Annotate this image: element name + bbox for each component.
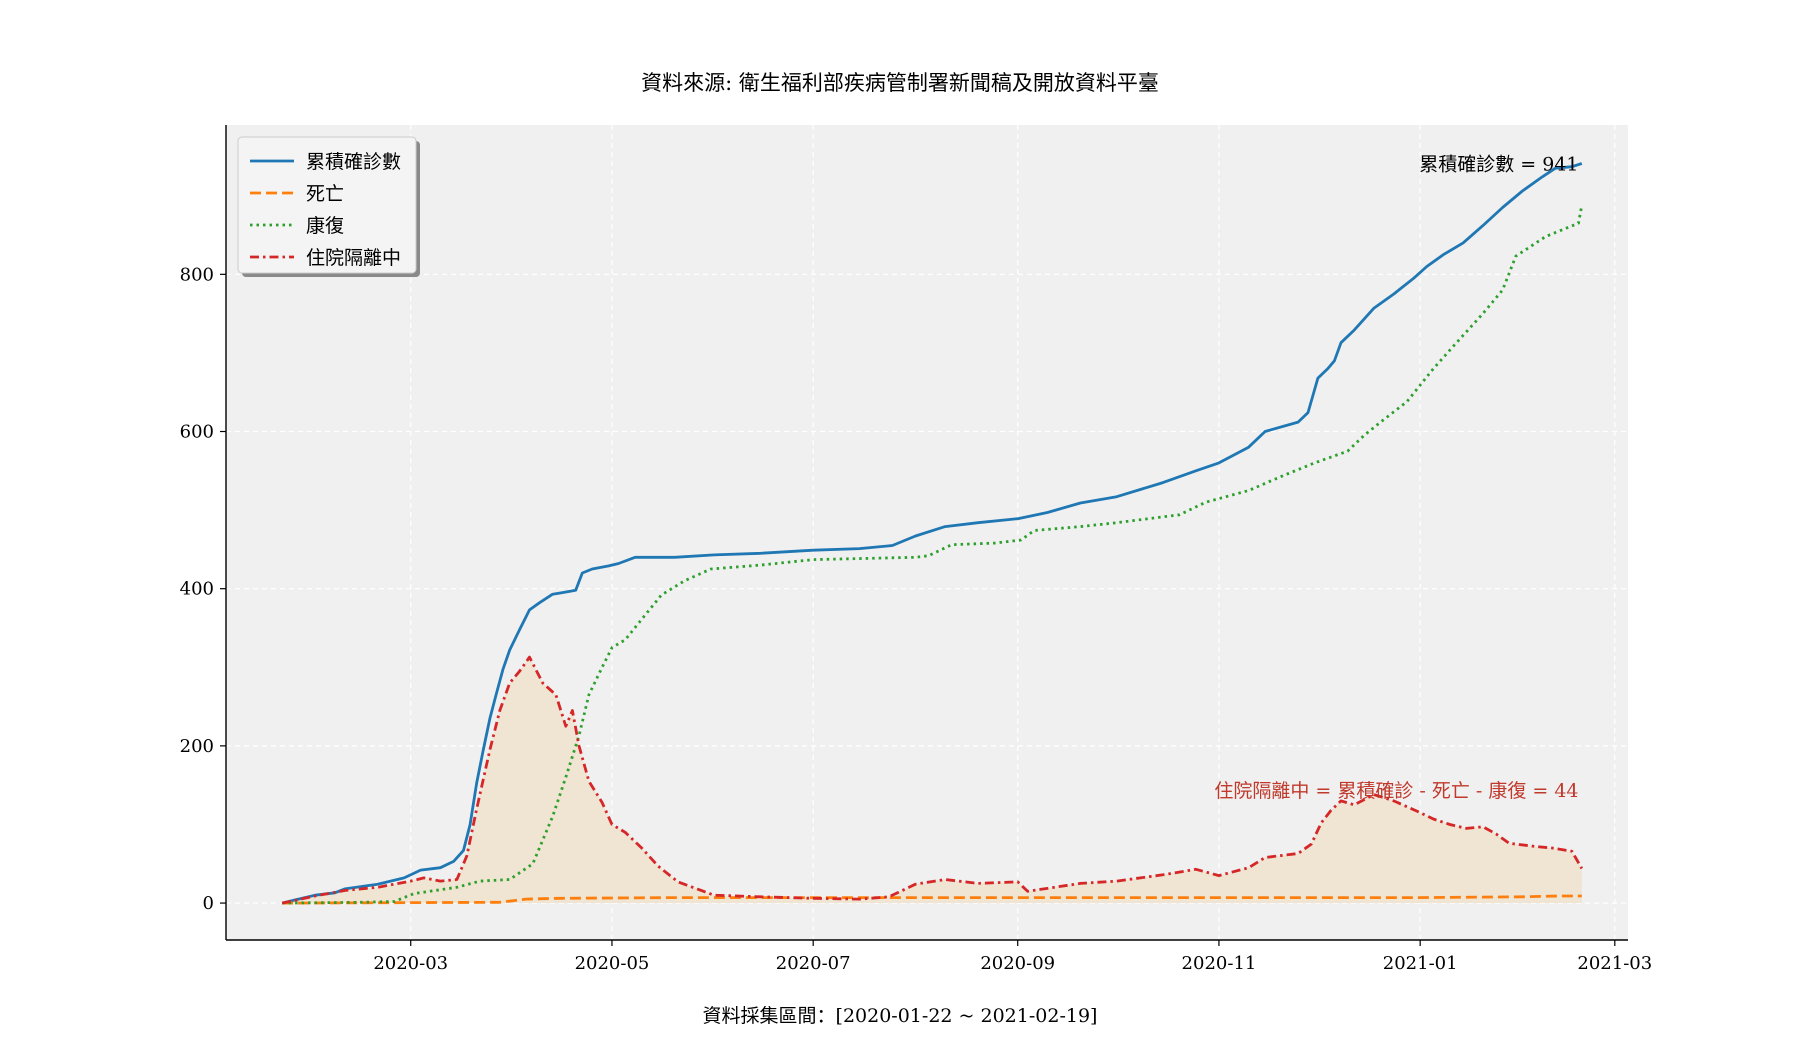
y-tick-label: 600 <box>180 422 214 443</box>
x-tick-label: 2020-05 <box>575 953 650 974</box>
cumulative-annotation: 累積確診數 = 941 <box>1419 154 1578 176</box>
deaths-line <box>282 894 1582 905</box>
legend-item-hospitalized-label: 住院隔離中 <box>306 247 401 269</box>
x-tick-label: 2021-03 <box>1577 953 1652 974</box>
y-tick-label: 400 <box>180 579 214 600</box>
recovered-line <box>282 204 1584 905</box>
x-tick-label: 2020-07 <box>776 953 851 974</box>
legend-item-deaths-label: 死亡 <box>306 183 344 205</box>
chart-title: 資料來源: 衛生福利部疾病管制署新聞稿及開放資料平臺 <box>641 71 1159 95</box>
x-axis-label: 資料採集區間：[2020-01-22 ~ 2021-02-19] <box>703 1005 1098 1027</box>
y-tick-label: 0 <box>203 893 214 914</box>
legend-item-recovered-label: 康復 <box>306 215 344 237</box>
x-tick-label: 2021-01 <box>1383 953 1458 974</box>
hospitalized-formula-annotation: 住院隔離中 = 累積確診 - 死亡 - 康復 = 44 <box>1214 780 1578 802</box>
legend-item-cumulative-label: 累積確診數 <box>306 151 401 173</box>
x-tick-label: 2020-03 <box>373 953 448 974</box>
x-tick-label: 2020-11 <box>1182 953 1257 974</box>
cumulative-confirmed-line <box>281 162 1583 905</box>
hospitalized-line <box>281 655 1584 905</box>
y-tick-label: 800 <box>180 264 214 285</box>
y-tick-label: 200 <box>180 736 214 757</box>
x-tick-label: 2020-09 <box>980 953 1055 974</box>
legend-box <box>237 136 417 274</box>
hospitalized-fill-area <box>282 657 1582 904</box>
